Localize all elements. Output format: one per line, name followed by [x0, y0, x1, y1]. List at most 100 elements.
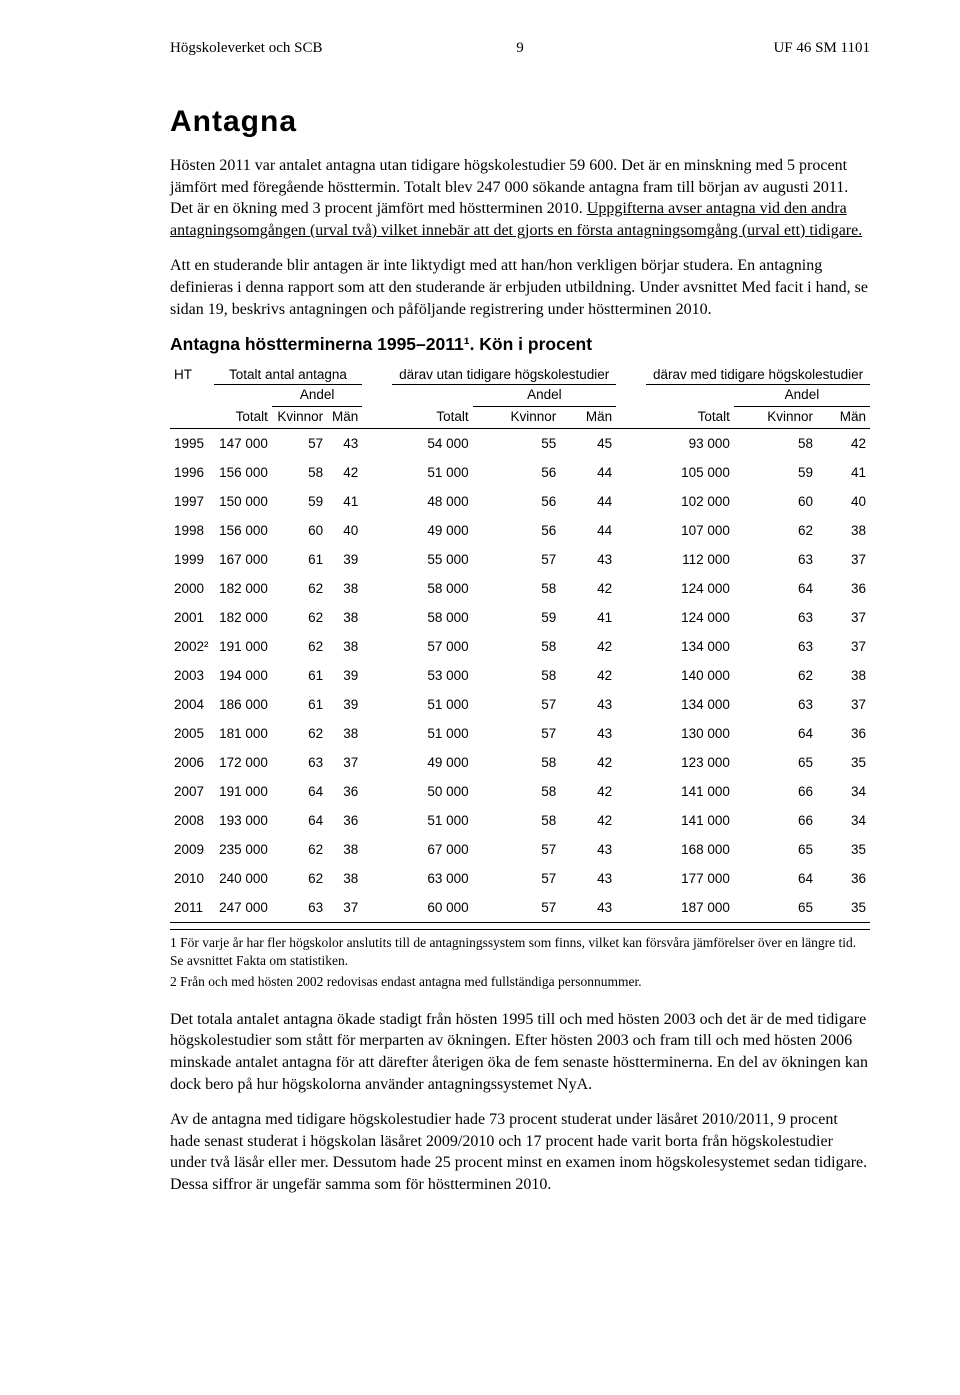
table-cell: 141 000 — [646, 806, 734, 835]
table-cell: 62 — [272, 864, 327, 893]
page-header: Högskoleverket och SCB 9 UF 46 SM 1101 — [170, 40, 870, 57]
table-cell: 63 — [734, 690, 817, 719]
table-cell: 36 — [327, 806, 362, 835]
table-cell: 57 — [473, 864, 561, 893]
table-cell: 51 000 — [392, 806, 472, 835]
table-cell: 50 000 — [392, 777, 472, 806]
table-cell: 35 — [817, 835, 870, 864]
table-row: 1998156 000604049 0005644107 0006238 — [170, 516, 870, 545]
table-cell: 1998 — [170, 516, 214, 545]
col-man-1: Män — [327, 407, 362, 428]
table-cell: 65 — [734, 893, 817, 922]
table-group-header: HT Totalt antal antagna därav utan tidig… — [170, 363, 870, 384]
table-cell: 39 — [327, 661, 362, 690]
table-cell: 134 000 — [646, 690, 734, 719]
col-ht: HT — [170, 363, 214, 384]
table-cell: 187 000 — [646, 893, 734, 922]
table-cell: 58 — [473, 632, 561, 661]
table-cell: 60 000 — [392, 893, 472, 922]
page-number: 9 — [516, 40, 524, 57]
table-cell: 53 000 — [392, 661, 472, 690]
intro-paragraph-2: Att en studerande blir antagen är inte l… — [170, 255, 870, 320]
table-cell: 156 000 — [214, 458, 272, 487]
table-cell: 2010 — [170, 864, 214, 893]
table-cell — [616, 516, 646, 545]
table-cell: 63 — [272, 893, 327, 922]
antagna-table: HT Totalt antal antagna därav utan tidig… — [170, 363, 870, 923]
col-kvinnor-2: Kvinnor — [473, 407, 561, 428]
table-cell: 1997 — [170, 487, 214, 516]
table-cell — [362, 719, 392, 748]
table-cell — [616, 806, 646, 835]
table-cell: 61 — [272, 690, 327, 719]
table-row: 2011247 000633760 0005743187 0006535 — [170, 893, 870, 922]
table-cell: 2006 — [170, 748, 214, 777]
table-cell: 43 — [560, 719, 616, 748]
header-right: UF 46 SM 1101 — [773, 40, 870, 57]
table-cell: 59 — [473, 603, 561, 632]
table-cell: 181 000 — [214, 719, 272, 748]
col-group-utan: därav utan tidigare högskolestudier — [392, 363, 616, 384]
table-row: 2004186 000613951 0005743134 0006337 — [170, 690, 870, 719]
table-cell: 36 — [817, 574, 870, 603]
table-cell: 93 000 — [646, 429, 734, 458]
table-cell: 172 000 — [214, 748, 272, 777]
table-cell: 38 — [327, 603, 362, 632]
table-cell: 182 000 — [214, 603, 272, 632]
table-cell: 62 — [272, 603, 327, 632]
table-row: 2003194 000613953 0005842140 0006238 — [170, 661, 870, 690]
header-left: Högskoleverket och SCB — [170, 40, 322, 57]
table-cell: 141 000 — [646, 777, 734, 806]
table-cell: 60 — [272, 516, 327, 545]
table-row: 2002²191 000623857 0005842134 0006337 — [170, 632, 870, 661]
table-cell: 2003 — [170, 661, 214, 690]
table-footnotes: 1 För varje år har fler högskolor anslut… — [170, 929, 870, 991]
table-cell: 186 000 — [214, 690, 272, 719]
col-group-med: därav med tidigare högskolestudier — [646, 363, 870, 384]
table-cell: 57 — [272, 429, 327, 458]
table-cell — [362, 516, 392, 545]
table-cell: 59 — [272, 487, 327, 516]
table-title: Antagna höstterminerna 1995–2011¹. Kön i… — [170, 334, 870, 355]
table-cell: 62 — [734, 661, 817, 690]
table-row: 2005181 000623851 0005743130 0006436 — [170, 719, 870, 748]
table-cell — [362, 690, 392, 719]
table-cell — [362, 429, 392, 458]
table-cell — [616, 893, 646, 922]
gap — [616, 363, 646, 384]
table-cell: 43 — [327, 429, 362, 458]
table-cell — [616, 458, 646, 487]
table-cell: 60 — [734, 487, 817, 516]
table-cell: 38 — [327, 632, 362, 661]
table-cell: 55 000 — [392, 545, 472, 574]
table-andel-header: Andel Andel Andel — [170, 385, 870, 406]
table-cell — [362, 748, 392, 777]
table-cell: 37 — [327, 893, 362, 922]
table-cell: 43 — [560, 545, 616, 574]
table-row: 2007191 000643650 0005842141 0006634 — [170, 777, 870, 806]
table-cell: 2009 — [170, 835, 214, 864]
table-cell: 235 000 — [214, 835, 272, 864]
table-cell: 1995 — [170, 429, 214, 458]
table-cell: 2002² — [170, 632, 214, 661]
table-cell — [616, 748, 646, 777]
table-cell: 51 000 — [392, 719, 472, 748]
table-row: 1995147 000574354 000554593 0005842 — [170, 429, 870, 458]
table-cell: 42 — [817, 429, 870, 458]
table-cell: 58 000 — [392, 574, 472, 603]
table-cell: 49 000 — [392, 516, 472, 545]
andel-1: Andel — [272, 385, 362, 406]
table-cell — [616, 632, 646, 661]
table-cell: 2008 — [170, 806, 214, 835]
table-cell: 64 — [734, 719, 817, 748]
col-man-2: Män — [560, 407, 616, 428]
table-cell — [616, 574, 646, 603]
table-cell: 64 — [734, 574, 817, 603]
table-cell: 182 000 — [214, 574, 272, 603]
table-cell: 58 — [473, 777, 561, 806]
table-cell: 58 — [473, 806, 561, 835]
table-cell — [362, 661, 392, 690]
table-cell: 62 — [272, 835, 327, 864]
table-col-header: Totalt Kvinnor Män Totalt Kvinnor Män To… — [170, 407, 870, 428]
table-cell: 63 000 — [392, 864, 472, 893]
